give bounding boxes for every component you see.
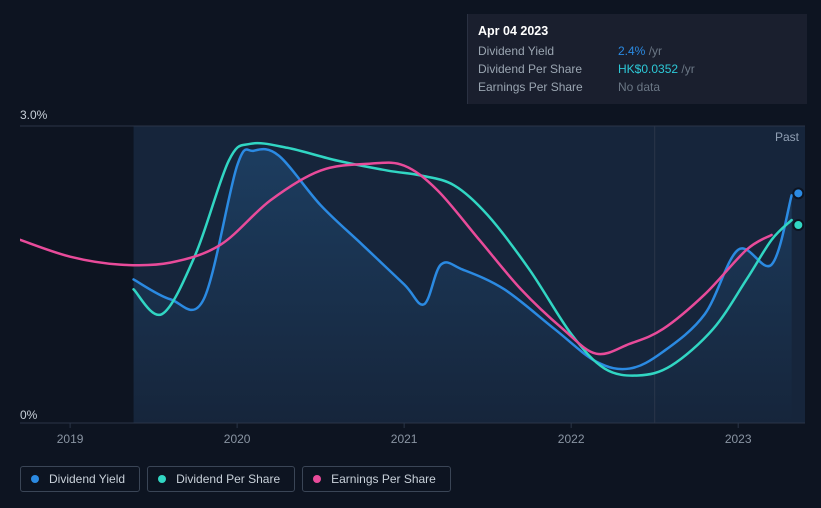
line-chart <box>20 108 805 428</box>
chart-legend: Dividend Yield Dividend Per Share Earnings… <box>20 466 451 492</box>
legend-item[interactable]: Dividend Per Share <box>147 466 295 492</box>
legend-item[interactable]: Dividend Yield <box>20 466 140 492</box>
chart-tooltip: Apr 04 2023 Dividend Yield 2.4% /yr Divi… <box>467 14 807 104</box>
tooltip-value: No data <box>618 78 660 96</box>
tooltip-value: 2.4% /yr <box>618 42 662 60</box>
legend-label: Dividend Per Share <box>176 472 280 486</box>
tooltip-row: Earnings Per Share No data <box>478 78 797 96</box>
tooltip-label: Dividend Yield <box>478 42 618 60</box>
tooltip-label: Earnings Per Share <box>478 78 618 96</box>
legend-label: Dividend Yield <box>49 472 125 486</box>
tooltip-date: Apr 04 2023 <box>478 22 797 40</box>
legend-item[interactable]: Earnings Per Share <box>302 466 451 492</box>
xaxis-tick-label: 2020 <box>224 432 251 446</box>
tooltip-row: Dividend Yield 2.4% /yr <box>478 42 797 60</box>
tooltip-label: Dividend Per Share <box>478 60 618 78</box>
legend-dot-icon <box>158 475 166 483</box>
legend-dot-icon <box>313 475 321 483</box>
legend-label: Earnings Per Share <box>331 472 436 486</box>
legend-dot-icon <box>31 475 39 483</box>
xaxis-labels: 2019 2020 2021 2022 2023 <box>20 432 805 450</box>
xaxis-tick-label: 2023 <box>725 432 752 446</box>
xaxis-tick-label: 2021 <box>391 432 418 446</box>
tooltip-value: HK$0.0352 /yr <box>618 60 695 78</box>
tooltip-row: Dividend Per Share HK$0.0352 /yr <box>478 60 797 78</box>
xaxis-tick-label: 2019 <box>57 432 84 446</box>
chart-area[interactable] <box>20 108 805 428</box>
xaxis-tick-label: 2022 <box>558 432 585 446</box>
